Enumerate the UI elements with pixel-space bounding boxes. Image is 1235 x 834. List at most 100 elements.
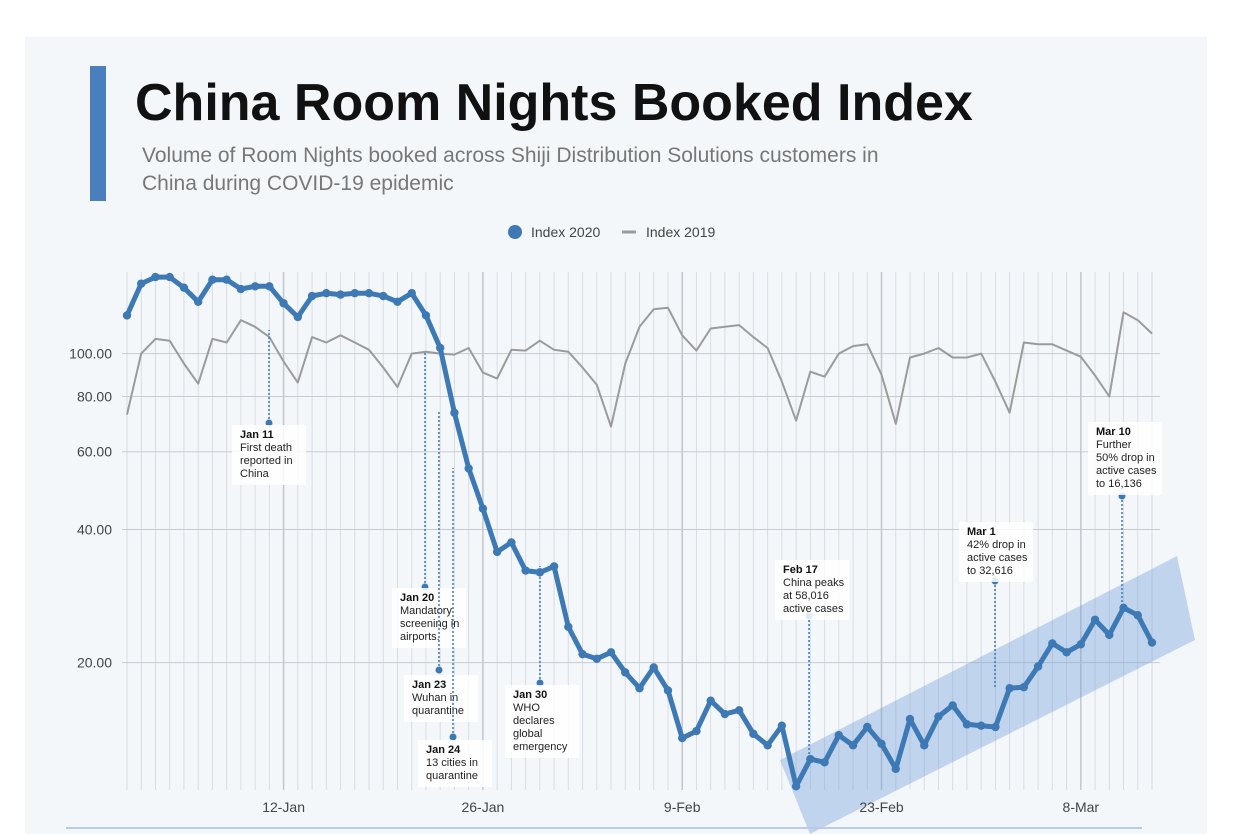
- annotation-title: Jan 20: [400, 592, 434, 604]
- annotation-box: [232, 425, 306, 485]
- data-point: [635, 684, 644, 693]
- annotation-title: Jan 30: [513, 689, 547, 701]
- annotation-title: Jan 11: [240, 429, 274, 441]
- data-point: [1062, 648, 1071, 657]
- data-point: [905, 714, 915, 724]
- annotation-text: declares: [513, 715, 555, 727]
- data-point: [322, 289, 331, 298]
- data-point: [265, 282, 274, 291]
- annotation-text: 42% drop in: [967, 539, 1026, 551]
- data-point: [293, 312, 303, 322]
- data-point: [791, 782, 801, 791]
- legend-marker: [508, 225, 522, 239]
- x-tick-label: 26-Jan: [461, 799, 504, 815]
- annotation-text: at 58,016: [783, 590, 829, 602]
- x-tick-label: 12-Jan: [262, 799, 305, 815]
- series-line: [126, 306, 1153, 428]
- data-point: [564, 622, 573, 632]
- data-point: [749, 729, 758, 739]
- data-point: [407, 289, 416, 298]
- annotation-dot: [449, 733, 457, 741]
- data-point: [1033, 662, 1043, 671]
- annotation-text: active cases: [783, 603, 844, 615]
- data-point: [1005, 684, 1014, 693]
- data-point: [592, 654, 601, 664]
- x-tick-label: 9-Feb: [664, 799, 701, 815]
- data-point: [151, 272, 160, 282]
- annotation-text: active cases: [1096, 465, 1157, 477]
- data-point: [606, 648, 616, 657]
- annotation-text: quarantine: [412, 705, 464, 717]
- y-tick-label: 40.00: [77, 522, 112, 538]
- data-point: [877, 739, 886, 749]
- data-point: [820, 758, 829, 767]
- annotation-text: reported in: [240, 455, 293, 467]
- data-point: [578, 649, 587, 659]
- annotation-dot: [435, 666, 443, 674]
- annotation-text: WHO: [513, 702, 540, 714]
- data-point: [122, 311, 132, 320]
- data-point: [991, 722, 1000, 732]
- annotation-text: China: [240, 468, 270, 480]
- data-point: [678, 733, 687, 743]
- data-point: [478, 504, 488, 513]
- data-point: [976, 721, 986, 730]
- data-point: [734, 706, 744, 715]
- data-point: [692, 726, 701, 736]
- annotation-text: China peaks: [783, 577, 845, 589]
- data-point: [307, 291, 317, 301]
- y-tick-label: 20.00: [77, 655, 112, 671]
- chart-subtitle: Volume of Room Nights booked across Shij…: [142, 144, 879, 167]
- data-point: [834, 731, 844, 740]
- legend-label: Index 2019: [646, 224, 715, 240]
- annotation-dot: [536, 679, 544, 687]
- annotation-box: [775, 560, 849, 620]
- annotation-box: [418, 740, 492, 787]
- annotation-text: airports.: [400, 631, 440, 643]
- annotation-text: Wuhan in: [412, 692, 458, 704]
- annotation-text: 13 cities in: [426, 757, 478, 769]
- data-point: [1090, 615, 1100, 624]
- data-point: [193, 297, 203, 307]
- data-point: [450, 408, 459, 417]
- data-point: [379, 291, 388, 301]
- data-point: [507, 538, 516, 547]
- data-point: [521, 566, 530, 575]
- data-point: [250, 282, 260, 291]
- data-point: [663, 686, 673, 695]
- data-point: [763, 741, 772, 750]
- data-point: [165, 272, 174, 282]
- data-point: [1105, 630, 1114, 640]
- data-point: [962, 720, 972, 729]
- annotation-text: global: [513, 728, 542, 740]
- annotation-title: Mar 10: [1096, 426, 1131, 438]
- data-point: [137, 279, 146, 288]
- data-point: [934, 712, 943, 721]
- annotation-text: 50% drop in: [1096, 452, 1155, 464]
- annotation-text: active cases: [967, 552, 1028, 564]
- y-tick-label: 100.00: [69, 346, 112, 362]
- annotation-dot: [265, 419, 273, 427]
- chart-subtitle: China during COVID-19 epidemic: [142, 172, 454, 195]
- annotation-text: First death: [240, 442, 292, 454]
- data-point: [948, 701, 957, 710]
- annotation-text: Mandatory: [400, 605, 452, 617]
- annotation-box: [959, 522, 1033, 582]
- annotation-text: to 32,616: [967, 565, 1013, 577]
- annotation-text: quarantine: [426, 770, 478, 782]
- data-point: [549, 562, 559, 571]
- data-point: [435, 343, 445, 353]
- grid: [122, 272, 1160, 790]
- annotation-title: Jan 23: [412, 679, 446, 691]
- x-tick-label: 23-Feb: [859, 799, 904, 815]
- data-point: [891, 764, 900, 774]
- data-point: [421, 311, 431, 320]
- data-point: [848, 741, 858, 750]
- plot: [122, 272, 1157, 791]
- data-point: [350, 289, 359, 298]
- data-point: [464, 464, 473, 473]
- annotation-box: [404, 675, 478, 722]
